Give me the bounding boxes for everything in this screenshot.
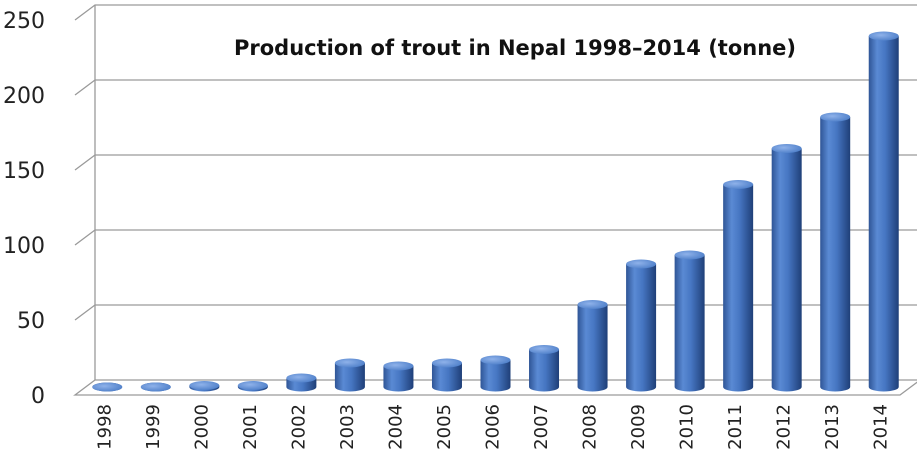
bar: [577, 300, 608, 392]
bar-cap: [140, 382, 171, 392]
bar-cap: [771, 144, 802, 153]
x-tick-label: 2005: [434, 404, 455, 450]
x-tick-label: 2008: [580, 404, 601, 450]
x-tick-label: 2012: [774, 404, 795, 450]
y-tick-label: 200: [3, 84, 45, 109]
bar-cap: [237, 381, 268, 390]
bar: [480, 355, 511, 392]
bar: [723, 180, 754, 392]
bar-body: [431, 363, 462, 392]
chart-frame: [73, 5, 917, 396]
gridline: [74, 79, 917, 96]
bar-cap: [820, 112, 851, 122]
x-tick-label: 2003: [337, 404, 358, 450]
x-tick-label: 2013: [822, 404, 843, 450]
y-tick-label: 150: [3, 159, 45, 184]
bar-cap: [626, 259, 657, 269]
bar-cap: [383, 361, 414, 371]
x-tick-label: 1999: [143, 404, 164, 450]
bar: [286, 373, 317, 392]
bar: [626, 259, 657, 392]
bar-cap: [480, 355, 511, 365]
bar-cap: [674, 250, 705, 260]
y-tick-label: 50: [17, 309, 45, 334]
y-tick-label: 100: [3, 234, 45, 259]
x-tick-label: 2000: [191, 404, 212, 450]
x-tick-label: 2011: [725, 404, 746, 450]
bar: [529, 345, 560, 392]
x-tick-label: 2009: [628, 404, 649, 450]
x-tick-label: 2006: [483, 404, 504, 450]
bars: [92, 31, 899, 392]
bar-body: [723, 184, 754, 392]
y-axis-ticks: 0 50 100 150 200 250: [3, 9, 45, 409]
chart-title: Production of trout in Nepal 1998–2014 (…: [234, 36, 796, 60]
bar-cap: [189, 381, 220, 390]
bar: [383, 361, 414, 392]
y-tick-label: 0: [31, 384, 45, 409]
bar-cap: [723, 180, 754, 189]
bar-body: [529, 349, 560, 392]
bar-body: [771, 148, 802, 392]
gridline: [74, 154, 917, 171]
x-tick-label: 2010: [677, 404, 698, 450]
x-tick-label: 2001: [240, 404, 261, 450]
bar-body: [626, 264, 657, 392]
bar-body: [868, 36, 899, 392]
bar-cap: [529, 345, 560, 354]
bar: [189, 381, 220, 392]
bar-cap: [334, 358, 365, 368]
y-tick-label: 250: [3, 9, 45, 34]
bar: [140, 382, 171, 392]
gridline: [74, 4, 917, 21]
bar: [820, 112, 851, 392]
bar-cap: [92, 382, 123, 392]
x-tick-label: 2002: [288, 404, 309, 450]
gridline: [74, 229, 917, 246]
bar: [771, 144, 802, 392]
bar: [431, 358, 462, 392]
bar-body: [820, 117, 851, 392]
floor: [73, 379, 917, 396]
bar: [334, 358, 365, 392]
x-tick-label: 2007: [531, 404, 552, 450]
x-tick-label: 1998: [94, 404, 115, 450]
x-tick-label: 2004: [385, 404, 406, 450]
bar: [237, 381, 268, 392]
bar: [92, 382, 123, 392]
bar-cap: [286, 373, 317, 383]
x-tick-label: 2014: [871, 404, 892, 450]
bar-cap: [577, 300, 608, 309]
bar-body: [480, 360, 511, 392]
bar-cap: [868, 31, 899, 41]
bar-body: [577, 304, 608, 392]
bar-body: [674, 255, 705, 392]
bar: [674, 250, 705, 392]
bar: [868, 31, 899, 392]
bar-body: [334, 363, 365, 392]
bar-cap: [431, 358, 462, 368]
bar-body: [383, 366, 414, 392]
x-axis-ticks: 1998 1999 2000 2001 2002 2003 2004 2005 2006 2007…: [94, 404, 891, 450]
